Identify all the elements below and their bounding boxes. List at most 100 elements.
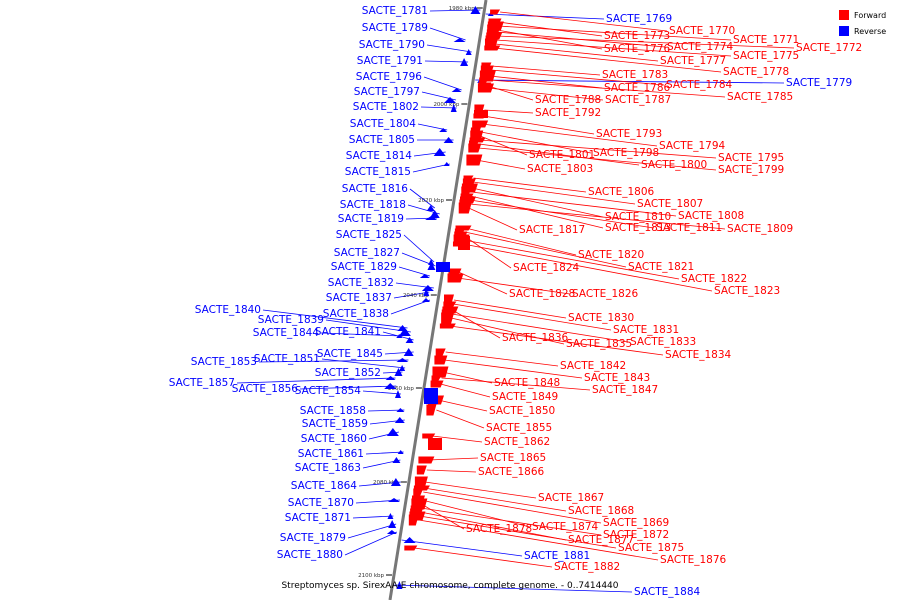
gene-label-forward[interactable]: SACTE_1872 — [603, 529, 669, 541]
gene-label-forward[interactable]: SACTE_1799 — [718, 164, 784, 176]
gene-label-forward[interactable]: SACTE_1848 — [494, 377, 560, 389]
gene-label-forward[interactable]: SACTE_1817 — [519, 224, 585, 236]
gene-label-forward[interactable]: SACTE_1809 — [727, 223, 793, 235]
gene-label-forward[interactable]: SACTE_1772 — [796, 42, 862, 54]
gene-label-reverse[interactable]: SACTE_1829 — [331, 261, 397, 273]
gene-label-forward[interactable]: SACTE_1774 — [667, 41, 734, 53]
gene-label-forward[interactable]: SACTE_1785 — [727, 91, 793, 103]
gene-label-reverse[interactable]: SACTE_1863 — [295, 462, 361, 474]
gene-label-forward[interactable]: SACTE_1830 — [568, 312, 634, 324]
gene-label-forward[interactable]: SACTE_1795 — [718, 152, 784, 164]
gene-label-forward[interactable]: SACTE_1811 — [656, 222, 722, 234]
gene-label-reverse[interactable]: SACTE_1804 — [350, 118, 417, 130]
gene-label-reverse[interactable]: SACTE_1860 — [301, 433, 367, 445]
gene-label-forward[interactable]: SACTE_1831 — [613, 324, 679, 336]
gene-label-reverse[interactable]: SACTE_1789 — [362, 22, 428, 34]
gene-label-reverse[interactable]: SACTE_1859 — [302, 418, 368, 430]
gene-label-reverse[interactable]: SACTE_1841 — [315, 326, 381, 338]
gene-label-forward[interactable]: SACTE_1836 — [502, 332, 569, 344]
gene-label-reverse[interactable]: SACTE_1838 — [323, 308, 389, 320]
gene-label-reverse[interactable]: SACTE_1864 — [291, 480, 358, 492]
gene-label-reverse[interactable]: SACTE_1825 — [336, 229, 402, 241]
gene-label-forward[interactable]: SACTE_1771 — [733, 34, 799, 46]
gene-label-forward[interactable]: SACTE_1826 — [572, 288, 639, 300]
gene-label-forward[interactable]: SACTE_1820 — [578, 249, 644, 261]
gene-label-forward[interactable]: SACTE_1869 — [603, 517, 669, 529]
gene-label-reverse[interactable]: SACTE_1851 — [254, 353, 320, 365]
gene-label-forward[interactable]: SACTE_1788 — [535, 94, 601, 106]
gene-label-reverse[interactable]: SACTE_1790 — [359, 39, 425, 51]
gene-label-reverse[interactable]: SACTE_1844 — [253, 327, 320, 339]
gene-label-forward[interactable]: SACTE_1855 — [486, 422, 552, 434]
gene-label-reverse[interactable]: SACTE_1852 — [315, 367, 381, 379]
gene-label-reverse[interactable]: SACTE_1840 — [195, 304, 261, 316]
gene-label-reverse[interactable]: SACTE_1797 — [354, 86, 420, 98]
gene-label-reverse[interactable]: SACTE_1827 — [334, 247, 400, 259]
gene-label-forward[interactable]: SACTE_1776 — [604, 43, 671, 55]
gene-label-forward[interactable]: SACTE_1843 — [584, 372, 650, 384]
gene-label-forward[interactable]: SACTE_1882 — [554, 561, 620, 573]
gene-label-forward[interactable]: SACTE_1835 — [566, 338, 632, 350]
gene-label-reverse[interactable]: SACTE_1815 — [345, 166, 411, 178]
gene-label-reverse[interactable]: SACTE_1870 — [288, 497, 354, 509]
gene-label-forward[interactable]: SACTE_1810 — [605, 211, 671, 223]
gene-label-forward[interactable]: SACTE_1828 — [509, 288, 575, 300]
gene-label-forward[interactable]: SACTE_1868 — [568, 505, 634, 517]
gene-label-reverse[interactable]: SACTE_1881 — [524, 550, 590, 562]
gene-label-forward[interactable]: SACTE_1773 — [604, 30, 670, 42]
gene-label-reverse[interactable]: SACTE_1796 — [356, 71, 423, 83]
gene-label-reverse[interactable]: SACTE_1857 — [169, 377, 235, 389]
gene-label-forward[interactable]: SACTE_1793 — [596, 128, 662, 140]
gene-label-reverse[interactable]: SACTE_1884 — [634, 586, 701, 598]
gene-label-reverse[interactable]: SACTE_1818 — [340, 199, 406, 211]
gene-label-forward[interactable]: SACTE_1877 — [568, 534, 634, 546]
gene-label-forward[interactable]: SACTE_1778 — [723, 66, 789, 78]
gene-label-reverse[interactable]: SACTE_1871 — [285, 512, 351, 524]
gene-label-forward[interactable]: SACTE_1806 — [588, 186, 655, 198]
gene-label-reverse[interactable]: SACTE_1781 — [362, 5, 428, 17]
gene-label-forward[interactable]: SACTE_1874 — [532, 521, 599, 533]
gene-label-forward[interactable]: SACTE_1787 — [605, 94, 671, 106]
gene-label-forward[interactable]: SACTE_1786 — [604, 82, 671, 94]
gene-label-forward[interactable]: SACTE_1775 — [733, 50, 799, 62]
gene-label-reverse[interactable]: SACTE_1816 — [342, 183, 409, 195]
gene-label-forward[interactable]: SACTE_1865 — [480, 452, 546, 464]
gene-label-forward[interactable]: SACTE_1867 — [538, 492, 604, 504]
gene-label-forward[interactable]: SACTE_1866 — [478, 466, 545, 478]
gene-label-forward[interactable]: SACTE_1824 — [513, 262, 580, 274]
gene-label-forward[interactable]: SACTE_1813 — [605, 222, 671, 234]
gene-label-forward[interactable]: SACTE_1834 — [665, 349, 732, 361]
gene-label-forward[interactable]: SACTE_1808 — [678, 210, 744, 222]
gene-label-reverse[interactable]: SACTE_1802 — [353, 101, 419, 113]
gene-label-reverse[interactable]: SACTE_1845 — [317, 348, 383, 360]
gene-label-forward[interactable]: SACTE_1770 — [669, 25, 735, 37]
gene-label-reverse[interactable]: SACTE_1861 — [298, 448, 364, 460]
gene-label-reverse[interactable]: SACTE_1839 — [258, 314, 324, 326]
gene-label-reverse[interactable]: SACTE_1779 — [786, 77, 852, 89]
gene-label-forward[interactable]: SACTE_1833 — [630, 336, 696, 348]
gene-label-forward[interactable]: SACTE_1784 — [666, 79, 733, 91]
gene-label-forward[interactable]: SACTE_1798 — [593, 147, 659, 159]
gene-label-reverse[interactable]: SACTE_1832 — [328, 277, 394, 289]
gene-label-forward[interactable]: SACTE_1807 — [637, 198, 703, 210]
gene-label-forward[interactable]: SACTE_1792 — [535, 107, 601, 119]
gene-label-reverse[interactable]: SACTE_1814 — [346, 150, 413, 162]
gene-label-reverse[interactable]: SACTE_1879 — [280, 532, 346, 544]
gene-label-reverse[interactable]: SACTE_1819 — [338, 213, 404, 225]
gene-label-forward[interactable]: SACTE_1849 — [492, 391, 558, 403]
gene-label-reverse[interactable]: SACTE_1837 — [326, 292, 392, 304]
gene-label-reverse[interactable]: SACTE_1856 — [232, 383, 299, 395]
gene-label-forward[interactable]: SACTE_1847 — [592, 384, 658, 396]
gene-label-forward[interactable]: SACTE_1823 — [714, 285, 780, 297]
gene-label-reverse[interactable]: SACTE_1858 — [300, 405, 366, 417]
gene-label-reverse[interactable]: SACTE_1805 — [349, 134, 415, 146]
gene-label-reverse[interactable]: SACTE_1854 — [295, 385, 362, 397]
gene-label-forward[interactable]: SACTE_1850 — [489, 405, 555, 417]
gene-label-forward[interactable]: SACTE_1783 — [602, 69, 668, 81]
gene-label-reverse[interactable]: SACTE_1880 — [277, 549, 343, 561]
gene-label-forward[interactable]: SACTE_1821 — [628, 261, 694, 273]
gene-label-forward[interactable]: SACTE_1875 — [618, 542, 684, 554]
gene-label-reverse[interactable]: SACTE_1769 — [606, 13, 672, 25]
gene-label-reverse[interactable]: SACTE_1853 — [191, 356, 257, 368]
gene-label-forward[interactable]: SACTE_1822 — [681, 273, 747, 285]
